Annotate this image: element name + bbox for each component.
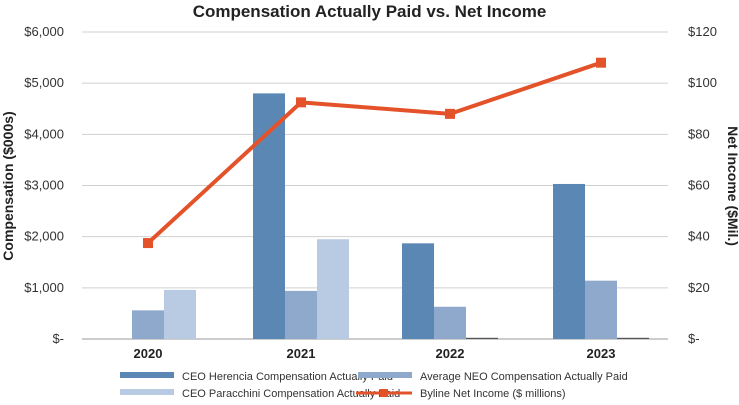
left-tick-label: $2,000 xyxy=(24,229,64,244)
legend-label: CEO Herencia Compensation Actually Paid xyxy=(182,371,393,383)
gridlines xyxy=(82,31,668,340)
bar xyxy=(285,290,317,339)
left-axis-ticks: $- $1,000 $2,000 $3,000 $4,000 $5,000 $6,000 xyxy=(24,24,64,346)
category-label: 2022 xyxy=(436,346,465,361)
left-tick-label: $6,000 xyxy=(24,24,64,39)
net-income-line xyxy=(143,57,606,249)
legend-label: Byline Net Income ($ millions) xyxy=(420,388,566,400)
right-tick-label: $60 xyxy=(688,178,710,193)
right-axis-title: Net Income ($Mil.) xyxy=(725,126,739,246)
right-tick-label: $- xyxy=(688,331,700,346)
bars xyxy=(132,93,649,340)
bar xyxy=(317,239,349,339)
left-axis-title: Compensation ($000s) xyxy=(0,111,16,260)
chart-title: Compensation Actually Paid vs. Net Incom… xyxy=(193,2,547,21)
legend: CEO Herencia Compensation Actually Paid A… xyxy=(120,371,628,400)
right-axis-ticks: $- $20 $40 $60 $80 $100 $120 xyxy=(688,24,717,346)
category-label: 2021 xyxy=(287,346,316,361)
category-labels: 2020 2021 2022 2023 xyxy=(134,346,616,361)
left-tick-label: $- xyxy=(52,331,64,346)
right-tick-label: $120 xyxy=(688,24,717,39)
bar xyxy=(164,289,196,339)
legend-swatch xyxy=(358,372,412,378)
net-income-marker xyxy=(296,97,306,108)
right-tick-label: $20 xyxy=(688,280,710,295)
bar xyxy=(132,310,164,339)
bar xyxy=(553,183,585,339)
net-income-marker xyxy=(596,57,606,68)
net-income-marker xyxy=(445,108,455,119)
left-tick-label: $1,000 xyxy=(24,280,64,295)
left-tick-label: $3,000 xyxy=(24,178,64,193)
category-label: 2023 xyxy=(587,346,616,361)
left-tick-label: $5,000 xyxy=(24,75,64,90)
legend-swatch xyxy=(120,389,174,395)
right-tick-label: $80 xyxy=(688,126,710,141)
legend-label: Average NEO Compensation Actually Paid xyxy=(420,371,628,383)
net-income-marker xyxy=(143,238,153,249)
category-label: 2020 xyxy=(134,346,163,361)
legend-marker xyxy=(380,389,388,397)
legend-label: CEO Paracchini Compensation Actually Pai… xyxy=(182,388,400,400)
left-tick-label: $4,000 xyxy=(24,126,64,141)
net-income-line-path xyxy=(146,60,602,245)
bar xyxy=(402,243,434,339)
right-tick-label: $40 xyxy=(688,229,710,244)
bar xyxy=(585,280,617,339)
bar xyxy=(466,337,498,339)
bar xyxy=(617,337,649,339)
right-tick-label: $100 xyxy=(688,75,717,90)
legend-swatch xyxy=(120,372,174,378)
bar xyxy=(434,306,466,339)
